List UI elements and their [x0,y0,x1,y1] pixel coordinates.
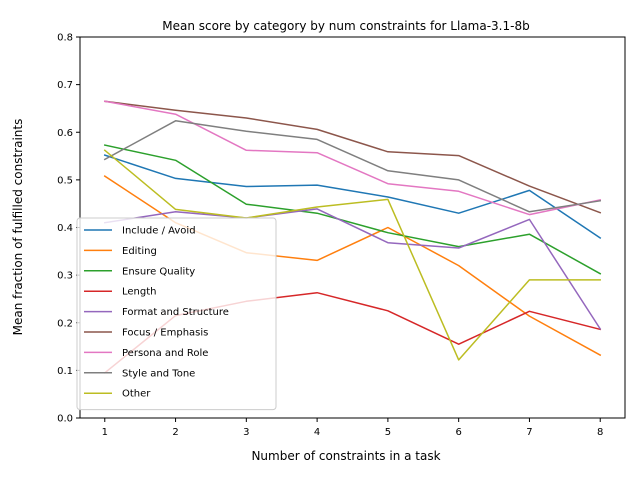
y-tick-label: 0.1 [57,366,73,377]
legend-entry-label: Include / Avoid [122,226,196,237]
legend-entry-label: Style and Tone [122,368,195,379]
legend-entry-label: Persona and Role [122,348,208,359]
y-tick-label: 0.5 [57,175,73,186]
y-tick-label: 0.0 [57,414,73,425]
legend-entry-label: Format and Structure [122,307,229,318]
series-line-7 [103,120,602,213]
x-tick-label: 3 [243,427,249,438]
x-tick-label: 2 [172,427,178,438]
y-tick-label: 0.6 [57,128,73,139]
legend-box [76,217,277,411]
x-axis-ticks: 1 2 3 4 5 6 7 8 [102,418,603,438]
series-line-5 [103,100,602,214]
legend-entry-label: Length [122,287,157,298]
x-tick-label: 7 [526,427,532,438]
y-tick-label: 0.4 [57,223,73,234]
x-tick-label: 5 [385,427,391,438]
legend-entry-label: Focus / Emphasis [122,328,208,339]
x-tick-label: 6 [455,427,461,438]
y-axis-title: Mean fraction of fulfilled constraints [11,119,25,336]
y-tick-label: 0.7 [57,80,73,91]
series-line-4 [103,208,602,330]
series-line-8 [103,149,601,361]
y-tick-label: 0.8 [57,33,73,44]
chart-title: Mean score by category by num constraint… [162,19,529,33]
legend-entry-label: Ensure Quality [122,266,195,277]
series-line-2 [103,144,602,275]
x-tick-label: 1 [102,427,108,438]
x-tick-label: 4 [314,427,320,438]
series-line-6 [103,100,602,216]
x-tick-label: 8 [597,427,603,438]
legend-entry-label: Editing [122,246,157,257]
legend: Include / Avoid Editing Ensure Quality Leng… [76,217,277,411]
series-line-0 [103,154,602,240]
y-tick-label: 0.2 [57,318,73,329]
legend-entry-label: Other [122,389,151,400]
x-axis-title: Number of constraints in a task [251,449,440,463]
y-tick-label: 0.3 [57,271,73,282]
